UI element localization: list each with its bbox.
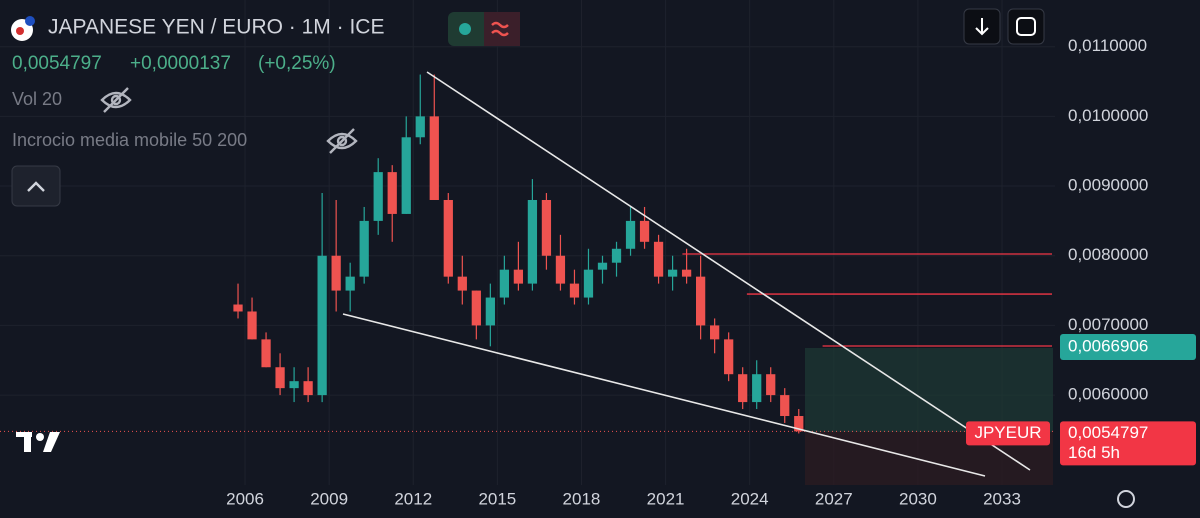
indicator-label: Vol 20 <box>12 89 62 109</box>
symbol-box <box>966 421 1050 446</box>
candle-body <box>780 395 790 417</box>
candle-body <box>724 339 734 375</box>
candle-body <box>794 416 804 432</box>
candle-body <box>738 374 748 403</box>
status-pill[interactable] <box>484 12 520 46</box>
settings-icon[interactable] <box>1117 490 1135 508</box>
candle-body <box>261 339 271 368</box>
y-tick-label: 0,0080000 <box>1068 245 1148 264</box>
candle-body <box>373 172 383 221</box>
candle-body <box>569 283 580 298</box>
candle-body <box>401 137 411 214</box>
candle-body <box>457 276 467 291</box>
candle-body <box>611 248 622 263</box>
x-tick-label: 2009 <box>310 489 348 508</box>
candle-body <box>429 116 439 200</box>
fullscreen-button[interactable] <box>1007 8 1045 45</box>
last-price-axis-label: 0,0054797 <box>1068 423 1148 442</box>
indicator-label: Incrocio media mobile 50 200 <box>12 130 247 150</box>
x-tick-label: 2012 <box>394 489 432 508</box>
candle-body <box>710 325 720 340</box>
fullscreen-icon <box>1016 17 1036 36</box>
candle-body <box>233 304 243 312</box>
y-tick-label: 0,0060000 <box>1068 385 1148 404</box>
candle-body <box>513 269 524 284</box>
candle-body <box>415 116 425 138</box>
x-tick-label: 2015 <box>478 489 516 508</box>
candle-body <box>653 241 664 277</box>
delay-icon <box>491 21 509 37</box>
plot-area <box>0 0 1055 485</box>
candle-body <box>303 381 313 396</box>
flag-icon <box>25 16 35 26</box>
hide-icon[interactable] <box>100 87 132 113</box>
y-tick-label: 0,0100000 <box>1068 106 1148 125</box>
logo <box>16 432 60 452</box>
price-change: +0,0000137 <box>130 53 231 74</box>
candle-body <box>583 269 594 298</box>
candle-body <box>555 255 566 284</box>
chart-title: JAPANESE YEN / EURO · 1M · ICE <box>48 16 384 39</box>
last-price: 0,0054797 <box>12 53 102 74</box>
candle-body <box>695 276 706 326</box>
candle-body <box>499 269 509 298</box>
candle-body <box>625 220 636 249</box>
flag-icon <box>16 27 24 35</box>
candle-body <box>443 199 453 277</box>
countdown-label: 16d 5h <box>1068 443 1120 462</box>
y-tick-label: 0,0070000 <box>1068 315 1148 334</box>
candle-body <box>681 269 692 277</box>
candle-body <box>639 220 650 242</box>
candle-body <box>275 367 285 389</box>
candle-body <box>752 374 762 403</box>
y-tick-label: 0,0110000 <box>1068 36 1147 55</box>
download-icon <box>975 18 989 36</box>
trend-line <box>342 313 986 477</box>
candle-body <box>471 290 481 326</box>
target-price-box <box>1060 333 1196 360</box>
profit-zone <box>805 348 1053 432</box>
last-price-box <box>1060 421 1196 466</box>
trend-line <box>426 71 1031 471</box>
candle-body <box>766 374 776 396</box>
collapse-icon <box>27 181 45 192</box>
x-tick-label: 2027 <box>815 489 853 508</box>
candle-body <box>387 172 397 214</box>
x-tick-label: 2024 <box>731 489 769 508</box>
symbol-label: JPYEUR <box>974 423 1041 442</box>
candle-body <box>527 199 538 284</box>
market-open-dot <box>459 23 471 35</box>
candle-body <box>667 269 678 277</box>
target-price-label: 0,0066906 <box>1068 336 1148 355</box>
candle-body <box>345 276 355 291</box>
candle-body <box>247 311 257 340</box>
x-tick-label: 2030 <box>899 489 937 508</box>
marks <box>0 74 1055 434</box>
candle-body <box>317 255 327 396</box>
x-tick-label: 2021 <box>647 489 685 508</box>
collapse-button[interactable] <box>11 165 61 207</box>
candle-body <box>485 297 495 326</box>
percent-change: (+0,25%) <box>258 53 336 74</box>
candle-body <box>331 255 341 291</box>
candle-body <box>289 381 299 389</box>
x-tick-label: 2018 <box>563 489 601 508</box>
candle-body <box>359 220 369 277</box>
hide-icon[interactable] <box>326 128 358 154</box>
axis-labels: 0,0060000 0,0070000 0,0080000 0,0090000 0,01… <box>226 36 1196 508</box>
candle-body <box>597 262 608 270</box>
y-tick-label: 0,0090000 <box>1068 176 1148 195</box>
candle-body <box>541 199 552 256</box>
x-tick-label: 2033 <box>983 489 1021 508</box>
x-tick-label: 2006 <box>226 489 264 508</box>
